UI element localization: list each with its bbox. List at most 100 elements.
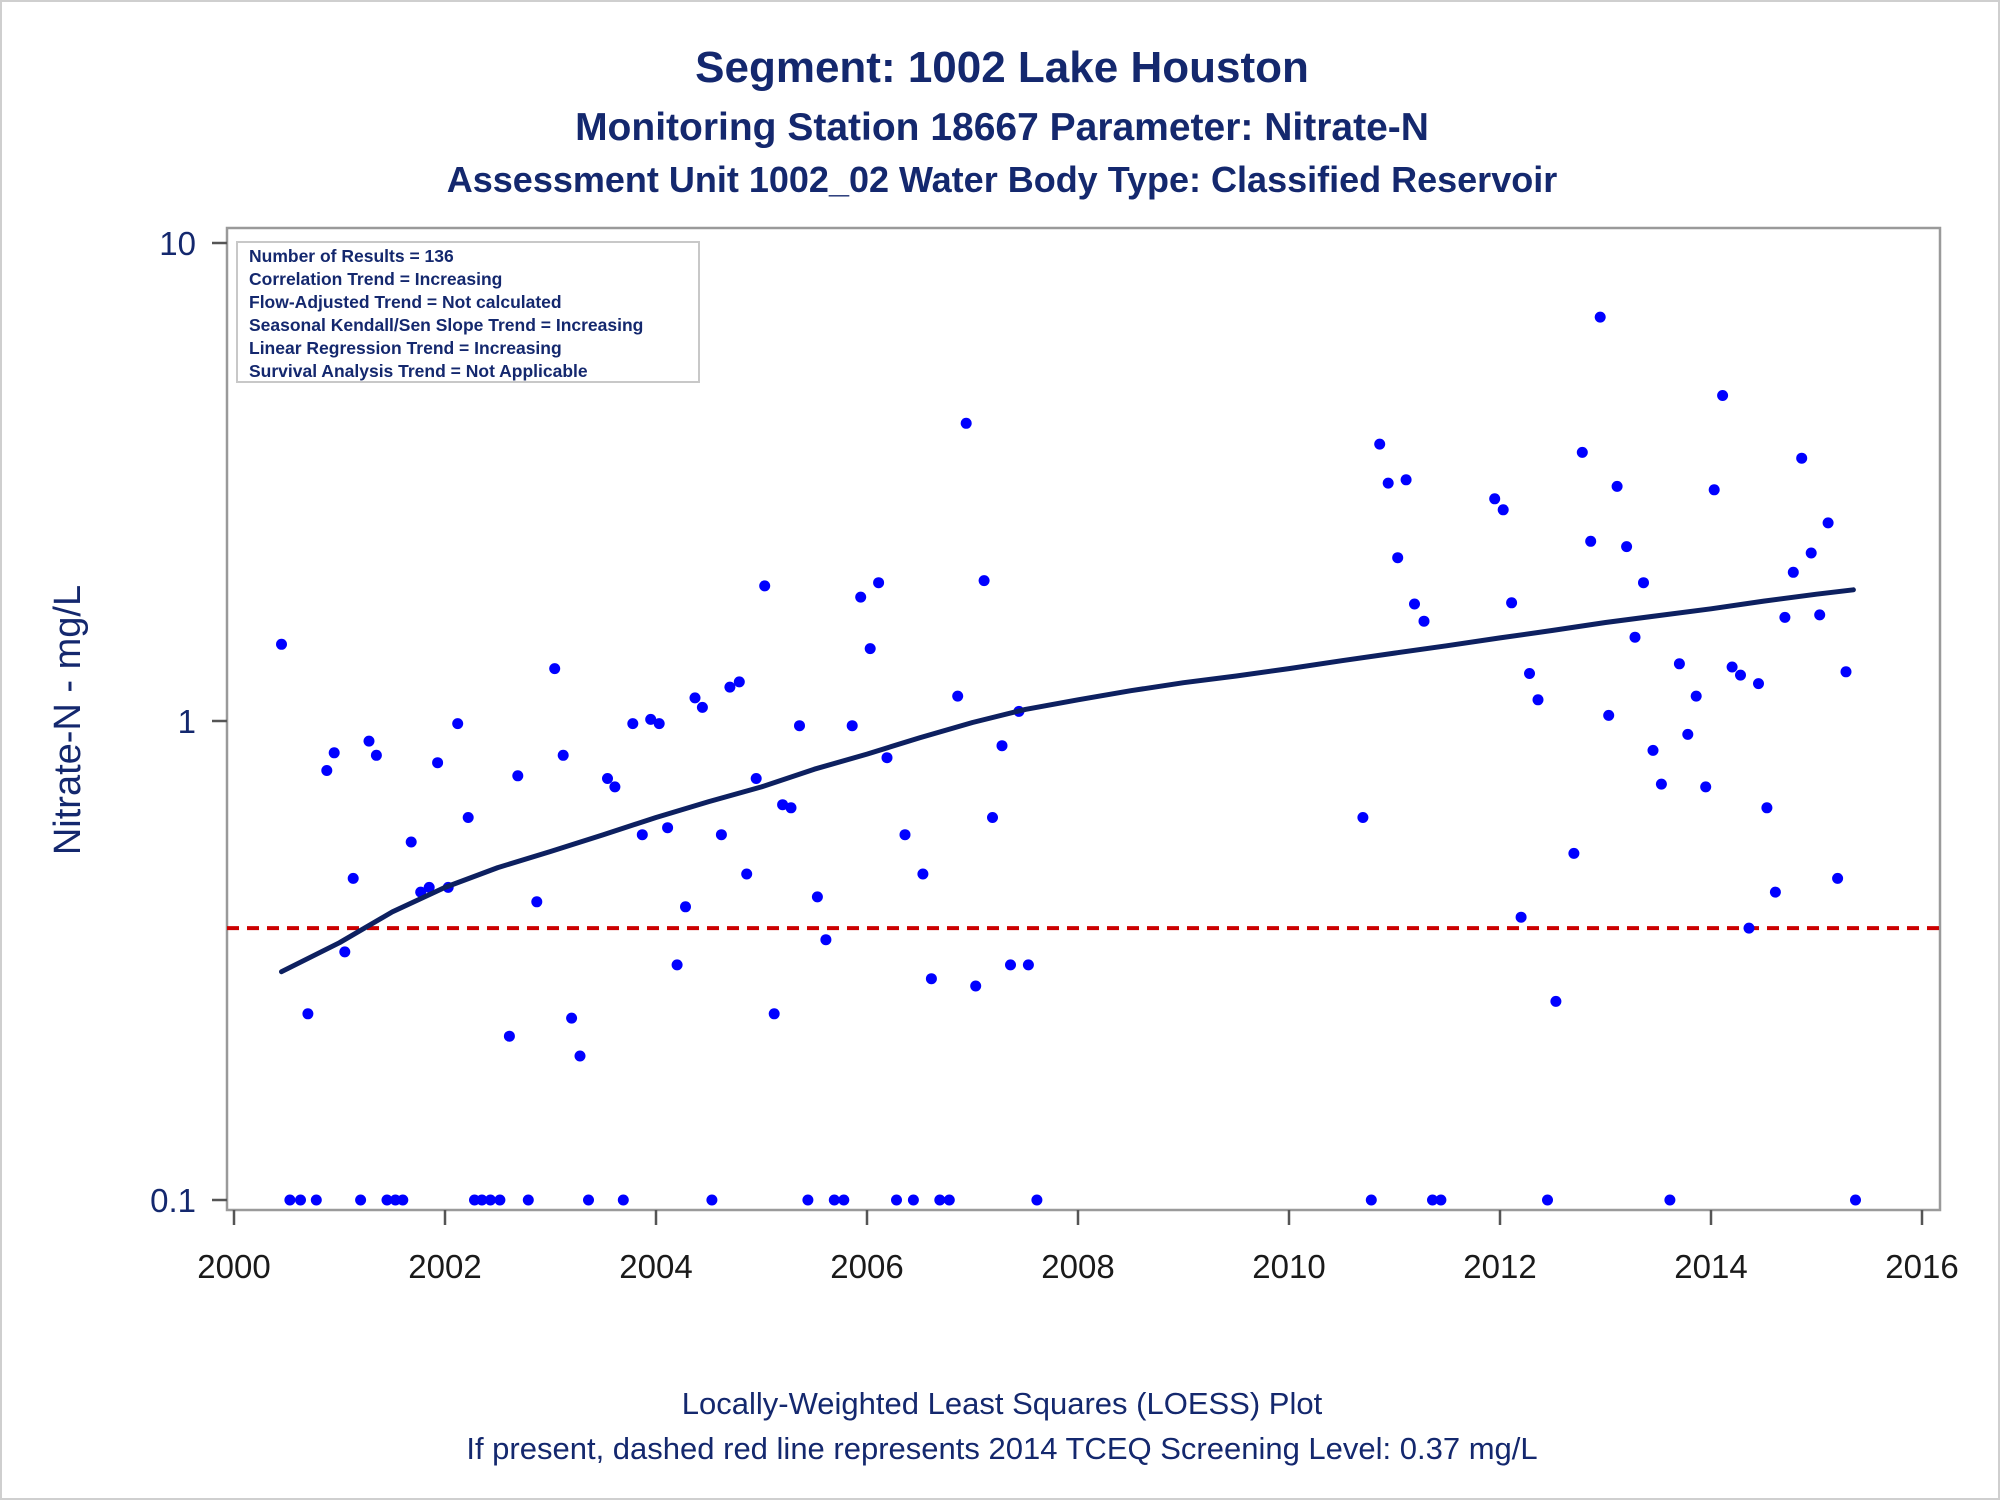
data-point: [1805, 547, 1817, 559]
data-point: [864, 643, 876, 655]
x-tick-label: 2000: [197, 1248, 270, 1285]
data-point: [802, 1194, 814, 1206]
y-axis-label: Nitrate-N - mg/L: [47, 585, 89, 855]
chart-subtitle-2: Assessment Unit 1002_02 Water Body Type:…: [447, 159, 1557, 200]
data-point: [583, 1194, 594, 1206]
data-point: [1787, 566, 1799, 578]
stat-seasonal-kendall-trend: Seasonal Kendall/Sen Slope Trend = Incre…: [249, 315, 643, 335]
stats-box-frame: [236, 241, 700, 383]
data-point: [321, 765, 333, 776]
data-point: [680, 901, 691, 913]
data-point: [1506, 597, 1518, 609]
data-point: [811, 891, 823, 903]
data-point: [295, 1194, 306, 1206]
data-point: [1382, 477, 1394, 489]
data-point: [1542, 1194, 1553, 1206]
data-point: [1374, 438, 1386, 450]
data-point: [689, 692, 701, 704]
trend-statistics-box: Number of Results = 136 Correlation Tren…: [236, 241, 700, 383]
data-point: [503, 1030, 515, 1042]
data-point: [531, 896, 543, 908]
y-tick-label: 1: [178, 703, 196, 740]
data-point: [627, 718, 639, 730]
data-point: [1779, 611, 1791, 623]
data-point: [557, 749, 569, 761]
x-tick-label: 2006: [830, 1248, 903, 1285]
data-point: [363, 735, 375, 747]
data-point: [1726, 661, 1738, 673]
data-point: [1638, 577, 1649, 589]
data-point: [405, 836, 417, 848]
data-point: [706, 1194, 718, 1206]
data-point: [978, 575, 990, 587]
data-point: [645, 713, 657, 725]
stat-linear-regression-trend: Linear Regression Trend = Increasing: [249, 338, 562, 358]
data-point: [566, 1012, 578, 1024]
data-point: [838, 1194, 850, 1206]
chart-title: Segment: 1002 Lake Houston: [695, 43, 1309, 92]
data-point: [1392, 552, 1404, 564]
data-point: [671, 959, 683, 971]
data-point: [891, 1194, 902, 1206]
data-point: [1717, 390, 1729, 401]
data-point: [397, 1194, 409, 1206]
data-point: [943, 1194, 955, 1206]
data-point: [696, 701, 708, 713]
data-point: [777, 799, 789, 811]
data-point: [1022, 959, 1034, 971]
data-point: [952, 690, 964, 702]
data-point: [494, 1194, 506, 1206]
data-point: [653, 718, 665, 730]
data-point: [662, 822, 674, 834]
data-point: [768, 1008, 780, 1020]
data-point: [855, 591, 867, 603]
data-point: [1532, 694, 1544, 706]
stat-survival-analysis-trend: Survival Analysis Trend = Not Applicable: [249, 361, 588, 381]
data-point: [970, 980, 982, 992]
data-point: [1743, 922, 1755, 934]
data-point: [522, 1194, 534, 1206]
x-tick-label: 2004: [619, 1248, 692, 1285]
data-point: [907, 1194, 919, 1206]
data-point: [1814, 609, 1826, 621]
data-point: [750, 773, 762, 784]
data-point: [987, 812, 998, 823]
data-point: [549, 663, 561, 675]
x-tick-label: 2010: [1252, 1248, 1325, 1285]
data-point: [1769, 886, 1781, 898]
data-point: [1005, 959, 1016, 971]
y-axis: 10 1 0.1 Nitrate-N - mg/L: [47, 225, 227, 1219]
data-point: [785, 802, 797, 814]
data-point: [284, 1194, 296, 1206]
data-point: [724, 681, 736, 693]
data-point: [1690, 690, 1702, 702]
data-point: [328, 747, 340, 759]
data-point: [1031, 1194, 1043, 1206]
footnote-loess: Locally-Weighted Least Squares (LOESS) P…: [682, 1386, 1323, 1421]
data-point: [1497, 504, 1509, 516]
data-point: [934, 1194, 946, 1206]
data-point: [1594, 311, 1606, 323]
x-tick-label: 2014: [1674, 1248, 1747, 1285]
data-point: [609, 781, 621, 793]
data-point: [484, 1194, 496, 1206]
data-point: [1357, 812, 1369, 823]
data-point: [602, 773, 613, 784]
data-point: [462, 812, 474, 823]
stat-correlation-trend: Correlation Trend = Increasing: [249, 269, 502, 289]
data-point: [1515, 911, 1527, 923]
data-point: [370, 749, 382, 761]
data-point: [1822, 517, 1834, 529]
data-point: [1708, 484, 1720, 496]
data-point: [310, 1194, 322, 1206]
data-point: [1753, 678, 1764, 690]
data-point: [899, 829, 911, 841]
chart-subtitle: Monitoring Station 18667 Parameter: Nitr…: [575, 106, 1429, 149]
footnote-screening-level: If present, dashed red line represents 2…: [466, 1431, 1537, 1466]
data-point: [881, 752, 893, 764]
data-point: [1427, 1194, 1438, 1206]
data-point: [1611, 480, 1623, 492]
data-point: [1585, 535, 1597, 547]
